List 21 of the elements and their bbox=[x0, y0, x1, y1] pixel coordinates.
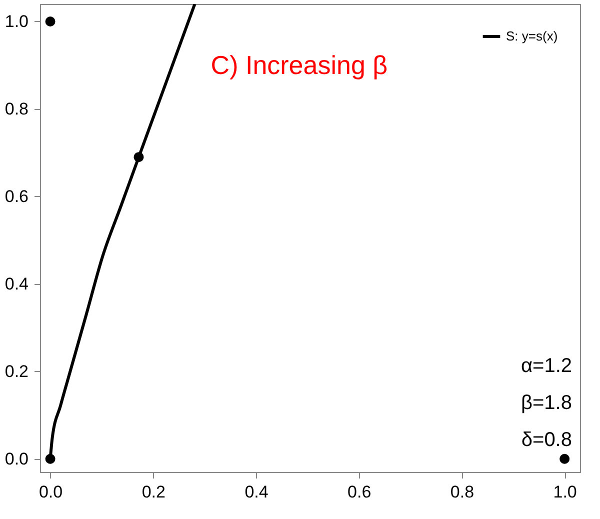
x-tick-label: 0.6 bbox=[348, 482, 372, 502]
y-tick-label: 0.6 bbox=[4, 186, 28, 206]
annotation: β=1.8 bbox=[521, 392, 572, 414]
x-tick-label: 0.2 bbox=[142, 482, 166, 502]
y-tick-label: 1.0 bbox=[4, 12, 28, 31]
y-tick-label: 0.2 bbox=[4, 362, 28, 381]
annotation: α=1.2 bbox=[520, 355, 572, 377]
x-tick-label: 0.0 bbox=[38, 482, 63, 502]
legend-label: S: y=s(x) bbox=[506, 28, 558, 44]
x-tick-label: 1.0 bbox=[553, 482, 577, 502]
point bbox=[560, 454, 570, 464]
x-tick-label: 0.8 bbox=[450, 482, 474, 502]
y-tick-label: 0.0 bbox=[4, 449, 28, 468]
point bbox=[45, 454, 56, 464]
text: C) Increasing β bbox=[210, 50, 388, 80]
annotation: δ=0.8 bbox=[521, 429, 572, 451]
x-tick-label: 0.4 bbox=[244, 482, 268, 502]
point bbox=[45, 16, 56, 26]
y-tick-label: 0.4 bbox=[4, 274, 28, 294]
y-tick-label: 0.8 bbox=[4, 99, 28, 118]
point bbox=[134, 152, 144, 162]
